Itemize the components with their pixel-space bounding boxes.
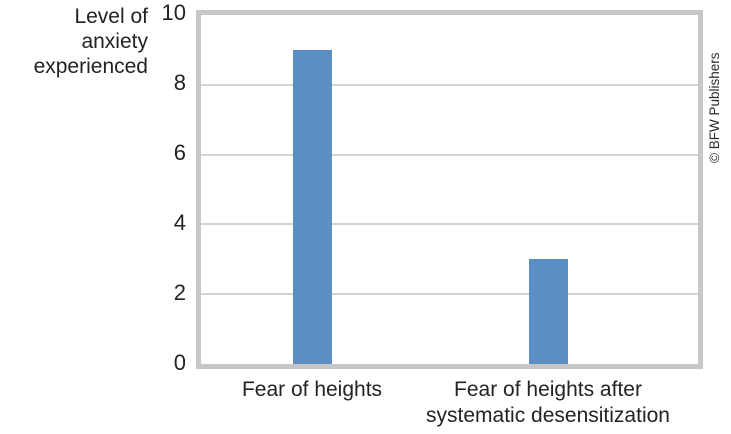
copyright-credit: © BFW Publishers xyxy=(707,52,722,163)
y-tick-label: 6 xyxy=(173,140,186,165)
bar-2 xyxy=(529,259,568,364)
gridline xyxy=(201,153,698,156)
y-axis-title: Level of anxiety experienced xyxy=(33,5,148,78)
y-tick-label: 4 xyxy=(173,210,186,235)
y-tick-label: 8 xyxy=(173,70,186,95)
y-tick-label: 2 xyxy=(173,280,186,305)
x-axis-label: Fear of heights after systematic desensi… xyxy=(426,378,670,427)
gridline xyxy=(201,293,698,296)
bar-1 xyxy=(293,50,332,364)
gridline xyxy=(201,83,698,86)
gridline xyxy=(201,223,698,226)
plot-area xyxy=(196,10,703,369)
y-tick-label: 10 xyxy=(161,0,186,25)
y-tick-label: 0 xyxy=(173,350,186,375)
x-axis-label: Fear of heights xyxy=(241,378,383,401)
